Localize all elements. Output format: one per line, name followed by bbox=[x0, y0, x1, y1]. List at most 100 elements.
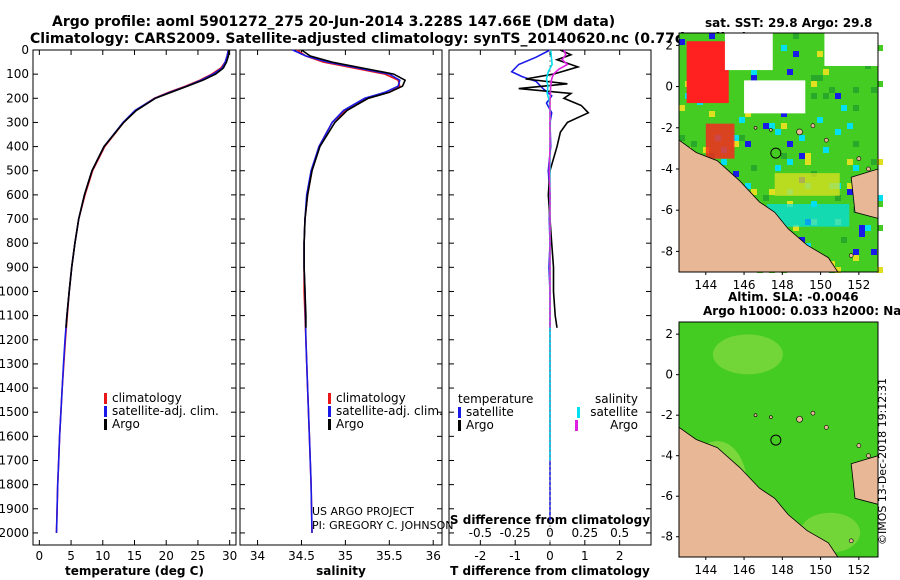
map-y-tick-label: 2 bbox=[665, 38, 673, 52]
sst-warm-patch bbox=[705, 123, 735, 159]
sst-pixel bbox=[859, 231, 865, 237]
sst-pixel bbox=[823, 243, 829, 249]
sst-pixel bbox=[739, 99, 745, 105]
sst-pixel bbox=[835, 195, 841, 201]
sal-legend-label: Argo bbox=[336, 417, 364, 431]
x-axis-label-temp: temperature (deg C) bbox=[65, 564, 204, 578]
map-y-tick-label: -2 bbox=[661, 121, 673, 135]
sst-pixel bbox=[781, 111, 787, 117]
sst-pixel bbox=[733, 171, 739, 177]
sst-pixel bbox=[835, 81, 841, 87]
sst-pixel bbox=[775, 123, 781, 129]
map-x-tick-label: 150 bbox=[809, 563, 832, 577]
sla-map-title-line2: Argo h1000: 0.033 h2000: NaN bbox=[703, 304, 900, 318]
sst-pixel bbox=[811, 93, 817, 99]
sst-pixel bbox=[799, 231, 805, 237]
sst-pixel bbox=[787, 159, 793, 165]
map-island bbox=[753, 125, 758, 130]
sal-legend-label: climatology bbox=[336, 391, 406, 405]
sst-pixel bbox=[805, 225, 811, 231]
sst-pixel bbox=[709, 33, 715, 39]
sst-pixel bbox=[781, 123, 787, 129]
x-axis-label-sal: salinity bbox=[316, 564, 366, 578]
sst-pixel bbox=[859, 237, 865, 243]
sst-pixel bbox=[841, 105, 847, 111]
sst-pixel bbox=[817, 117, 823, 123]
y-tick-label: 1300 bbox=[0, 357, 29, 371]
sal-legend-swatch bbox=[328, 393, 331, 404]
sst-pixel bbox=[691, 33, 697, 39]
sst-pixel bbox=[775, 165, 781, 171]
map-y-tick-label: 0 bbox=[665, 80, 673, 94]
map-island bbox=[850, 455, 879, 505]
map-island bbox=[796, 415, 803, 423]
sst-pixel bbox=[727, 81, 733, 87]
map-y-tick-label: -8 bbox=[661, 530, 673, 544]
x-tick-label: -1 bbox=[509, 549, 521, 563]
x-tick-label: 34.5 bbox=[288, 549, 315, 563]
map-y-tick-label: -4 bbox=[661, 449, 673, 463]
sst-pixel bbox=[829, 81, 835, 87]
sal-legend-swatch bbox=[328, 406, 331, 417]
sst-pixel bbox=[751, 171, 757, 177]
diff-sal-legend-swatch bbox=[575, 420, 578, 431]
sst-pixel bbox=[799, 63, 805, 69]
map-y-tick-label: -8 bbox=[661, 244, 673, 258]
x-tick-label: 35 bbox=[338, 549, 353, 563]
temp-legend-label: climatology bbox=[112, 391, 182, 405]
credit-pi: PI: GREGORY C. JOHNSON bbox=[312, 519, 454, 532]
sst-pixel bbox=[805, 111, 811, 117]
sst-pixel bbox=[841, 117, 847, 123]
diff-sal-legend-swatch bbox=[577, 407, 580, 418]
y-tick-label: 500 bbox=[6, 164, 29, 178]
sst-pixel bbox=[865, 225, 871, 231]
sla-light-patch bbox=[712, 334, 783, 375]
map-island bbox=[856, 443, 862, 448]
y-tick-label: 1800 bbox=[0, 478, 29, 492]
sst-pixel bbox=[793, 33, 799, 39]
map-island bbox=[824, 425, 829, 430]
sst-pixel bbox=[877, 225, 883, 231]
map-frame bbox=[678, 32, 879, 273]
sst-pixel bbox=[877, 195, 883, 201]
x-tick-label: 34 bbox=[250, 549, 265, 563]
argo-location-marker bbox=[770, 147, 782, 159]
plot-frame-temp bbox=[32, 49, 237, 546]
map-island bbox=[810, 410, 816, 416]
sst-pixel bbox=[763, 123, 769, 129]
sst-pixel bbox=[781, 45, 787, 51]
sst-pixel bbox=[877, 45, 883, 51]
sst-pixel bbox=[775, 129, 781, 135]
sst-pixel bbox=[793, 165, 799, 171]
sst-pixel bbox=[805, 159, 811, 165]
sst-pixel bbox=[709, 117, 715, 123]
sst-pixel bbox=[751, 165, 757, 171]
sst-pixel bbox=[865, 81, 871, 87]
sst-pixel bbox=[775, 33, 781, 39]
figure-title-line1: Argo profile: aoml 5901272_275 20-Jun-20… bbox=[52, 14, 616, 30]
sst-pixel bbox=[781, 195, 787, 201]
sst-pixel bbox=[853, 165, 859, 171]
sst-pixel bbox=[877, 201, 883, 207]
sst-map-title: sat. SST: 29.8 Argo: 29.8 bbox=[705, 16, 873, 30]
sst-pixel bbox=[835, 267, 841, 273]
sst-pixel bbox=[775, 195, 781, 201]
sst-pixel bbox=[679, 87, 685, 93]
x-tick-label: 20 bbox=[159, 549, 174, 563]
map-x-tick-label: 146 bbox=[733, 278, 756, 292]
sst-pixel bbox=[685, 111, 691, 117]
map-frame bbox=[678, 321, 879, 558]
map-x-tick-label: 150 bbox=[809, 278, 832, 292]
map-x-tick-label: 146 bbox=[733, 563, 756, 577]
sst-pixel bbox=[871, 105, 877, 111]
map-1 bbox=[676, 321, 879, 560]
argo-location-marker bbox=[770, 434, 782, 446]
sst-pixel bbox=[751, 147, 757, 153]
sst-pixel bbox=[805, 153, 811, 159]
x-tick-label-salinity: -0.5 bbox=[469, 526, 492, 540]
y-tick-label: 900 bbox=[6, 260, 29, 274]
plot-frame-sal bbox=[239, 49, 443, 546]
diff-sal-legend-label: Argo bbox=[610, 418, 638, 432]
sst-pixel bbox=[679, 135, 685, 141]
